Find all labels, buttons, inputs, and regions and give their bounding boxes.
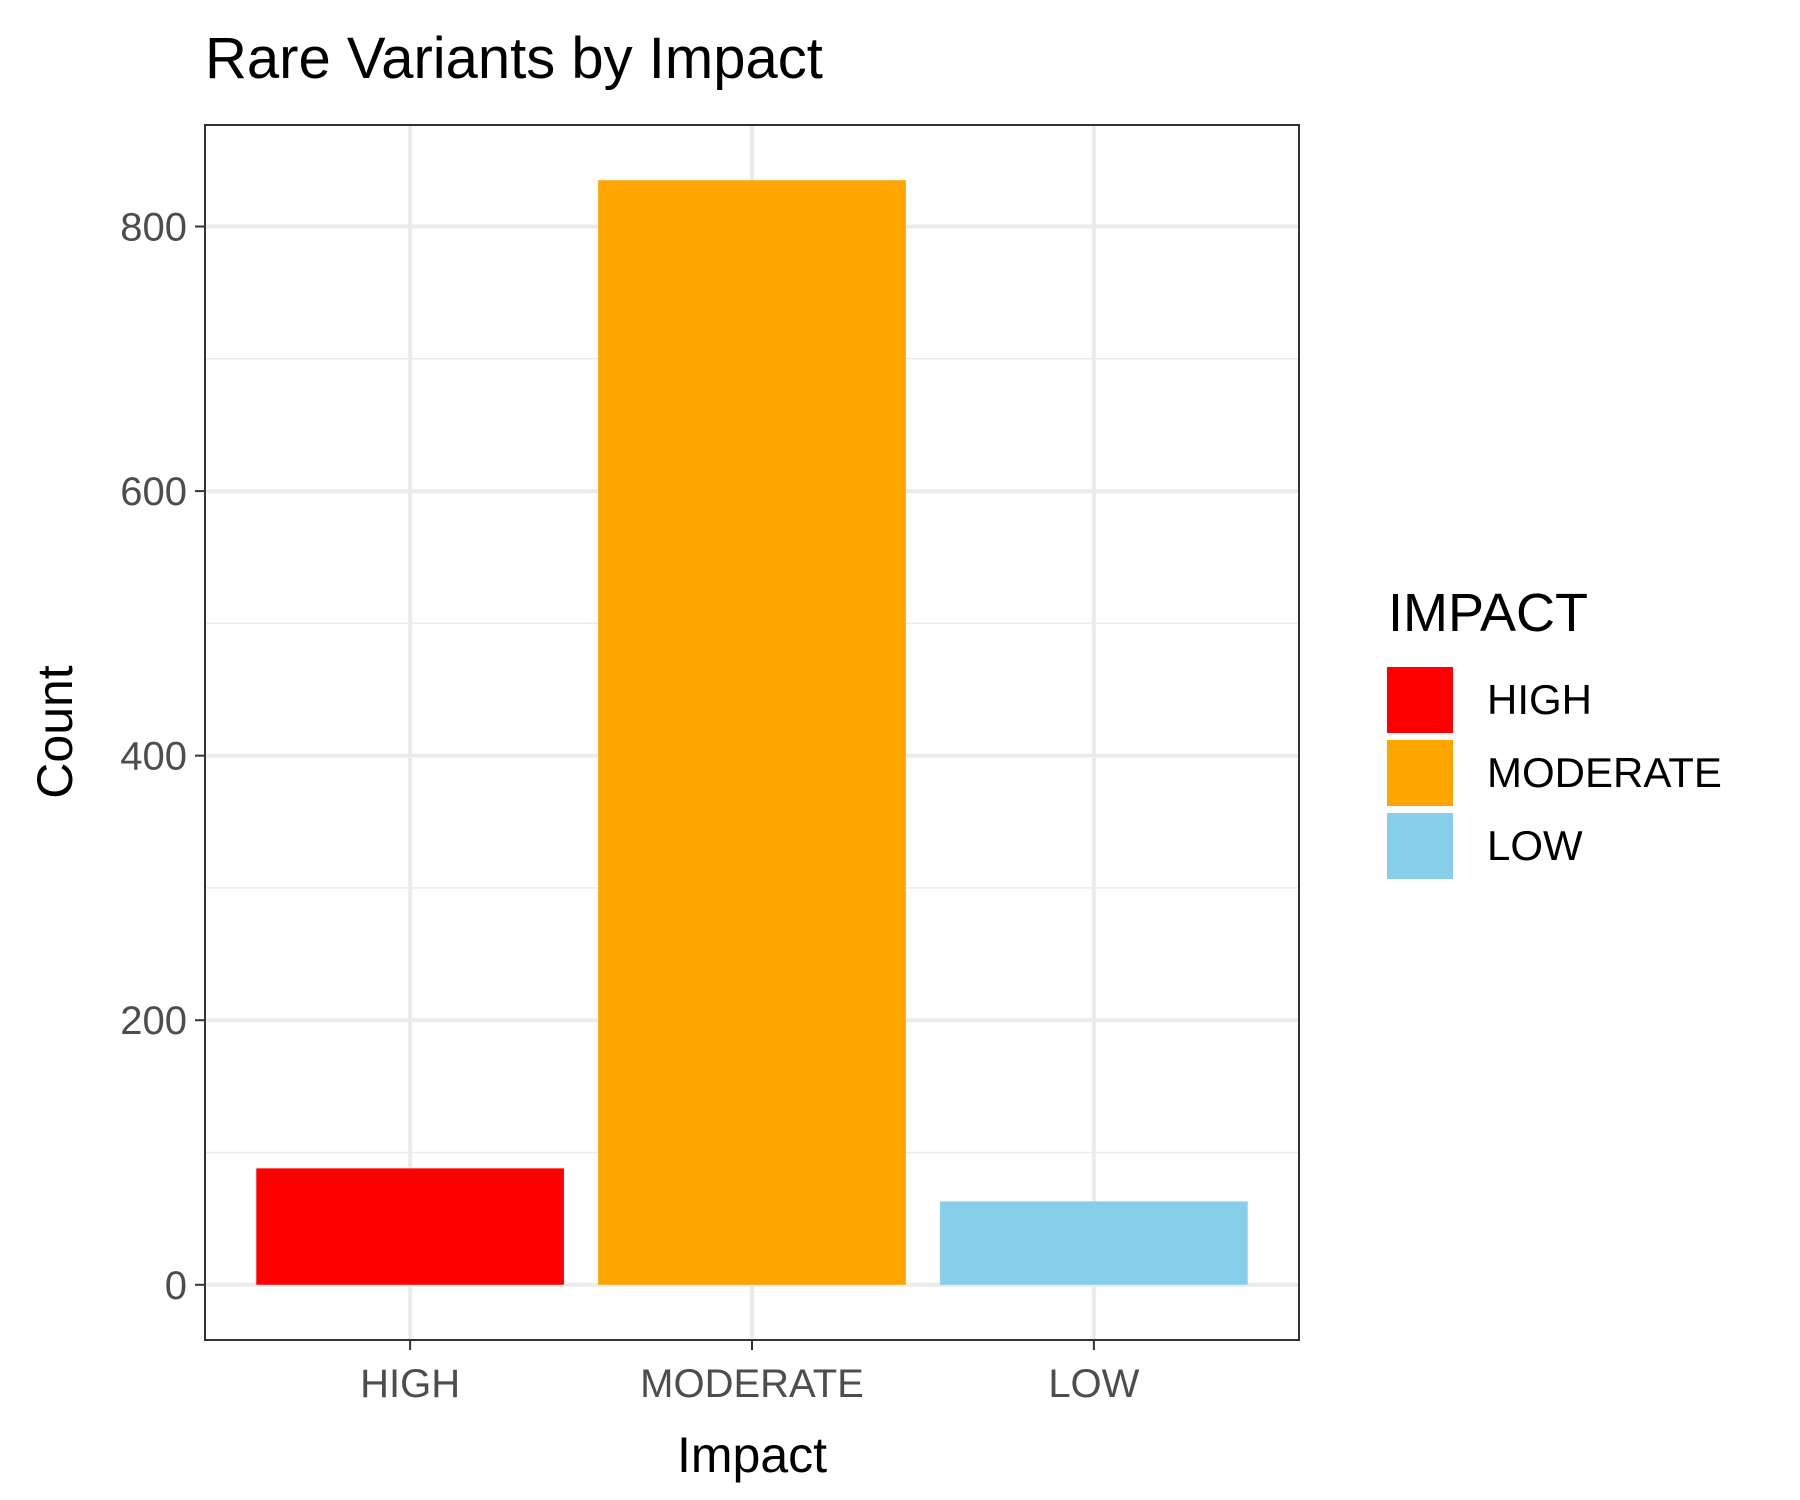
legend-label: HIGH xyxy=(1487,676,1592,723)
legend-title: IMPACT xyxy=(1388,583,1588,643)
bar-low xyxy=(940,1201,1248,1285)
y-tick-label: 800 xyxy=(120,206,187,250)
x-axis: HIGH MODERATE LOW xyxy=(360,1340,1140,1406)
chart-title: Rare Variants by Impact xyxy=(205,26,823,91)
y-tick-label: 200 xyxy=(120,999,187,1043)
x-tick-label: MODERATE xyxy=(640,1362,864,1406)
legend-key-high xyxy=(1387,667,1453,733)
legend-key-low xyxy=(1387,813,1453,879)
bar-high xyxy=(256,1168,564,1285)
y-tick-label: 600 xyxy=(120,470,187,514)
legend-label: MODERATE xyxy=(1487,749,1722,796)
bars xyxy=(256,180,1248,1285)
y-tick-label: 0 xyxy=(165,1264,187,1308)
x-tick-label: HIGH xyxy=(360,1362,460,1406)
x-tick-label: LOW xyxy=(1048,1362,1139,1406)
y-axis-title: Count xyxy=(27,665,83,799)
bar-moderate xyxy=(598,180,906,1285)
legend-key-moderate xyxy=(1387,740,1453,806)
legend: IMPACT HIGH MODERATE LOW xyxy=(1387,583,1722,879)
x-axis-title: Impact xyxy=(677,1427,827,1483)
y-tick-label: 400 xyxy=(120,735,187,779)
y-axis: 0 200 400 600 800 xyxy=(120,206,205,1308)
legend-label: LOW xyxy=(1487,822,1583,869)
